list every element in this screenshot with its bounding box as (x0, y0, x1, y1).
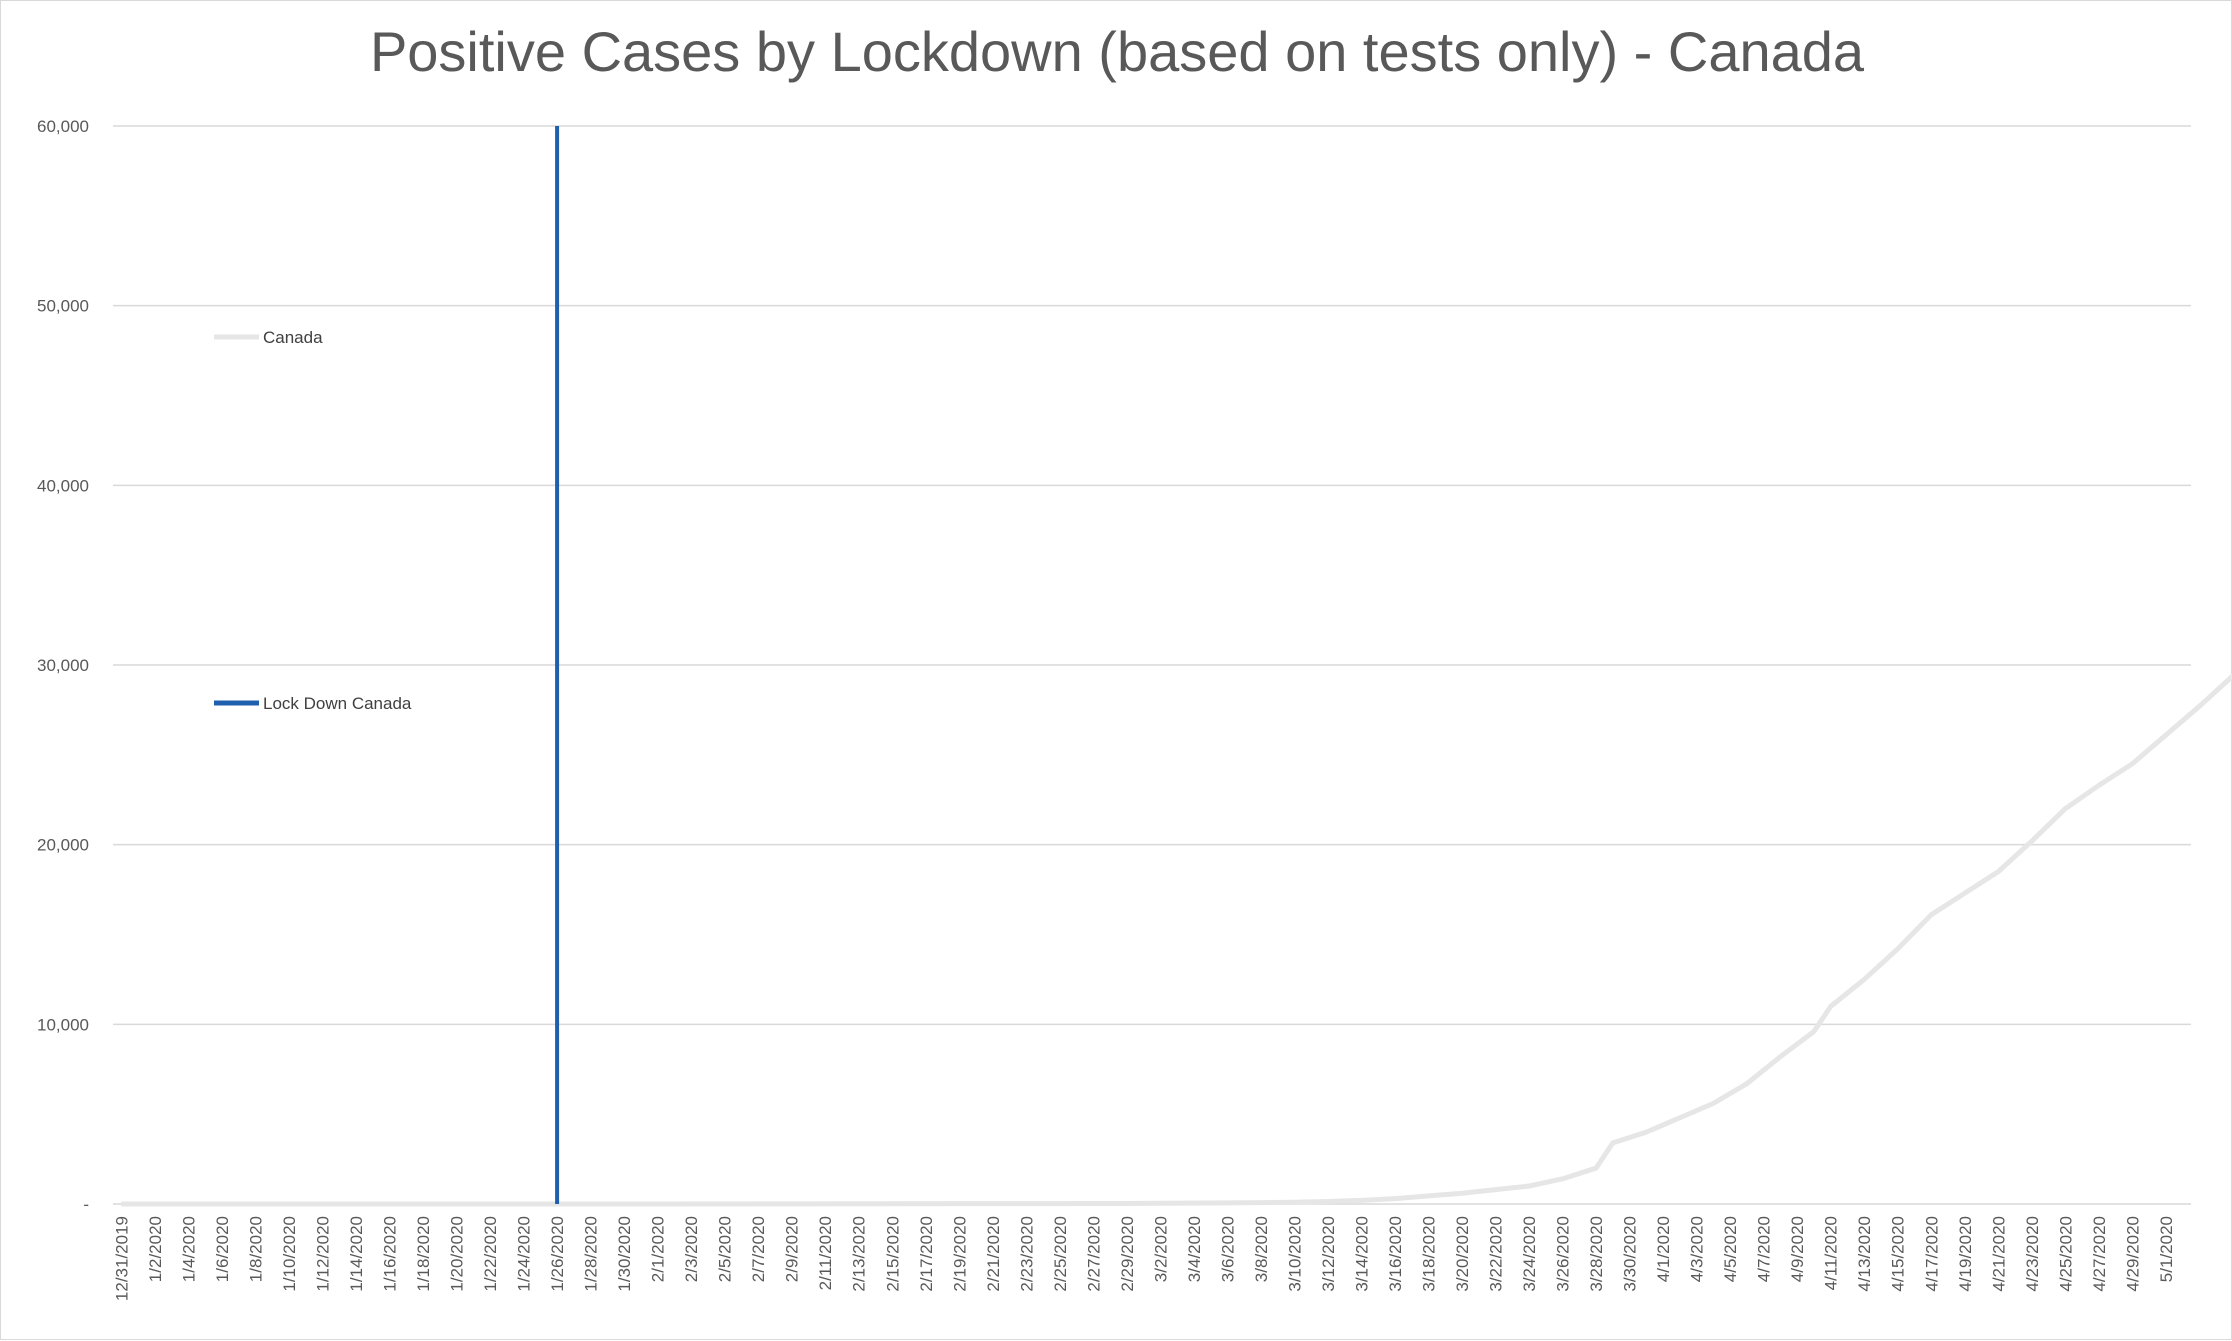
x-tick-label: 1/14/2020 (347, 1216, 366, 1292)
x-tick-label: 2/13/2020 (850, 1216, 869, 1292)
x-tick-label: 3/26/2020 (1554, 1216, 1573, 1292)
x-tick-label: 1/10/2020 (280, 1216, 299, 1292)
x-tick-label: 1/12/2020 (313, 1216, 332, 1292)
x-tick-label: 1/20/2020 (448, 1216, 467, 1292)
x-tick-label: 4/1/2020 (1654, 1216, 1673, 1282)
x-tick-label: 4/11/2020 (1822, 1216, 1841, 1290)
x-tick-label: 3/12/2020 (1319, 1216, 1338, 1292)
chart-title: Positive Cases by Lockdown (based on tes… (369, 20, 1865, 83)
y-tick-label: 60,000 (37, 117, 89, 136)
x-tick-label: 2/5/2020 (716, 1216, 735, 1282)
x-tick-label: 4/7/2020 (1755, 1216, 1774, 1282)
x-tick-label: 1/28/2020 (582, 1216, 601, 1292)
x-tick-label: 4/17/2020 (1922, 1216, 1941, 1292)
x-tick-label: 1/22/2020 (481, 1216, 500, 1292)
legend-label: Lock Down Canada (263, 694, 412, 713)
x-tick-label: 2/1/2020 (649, 1216, 668, 1282)
y-tick-label: 30,000 (37, 656, 89, 675)
y-tick-label: - (83, 1195, 89, 1214)
x-tick-label: 3/8/2020 (1252, 1216, 1271, 1282)
x-tick-label: 2/29/2020 (1118, 1216, 1137, 1292)
x-tick-label: 3/16/2020 (1386, 1216, 1405, 1292)
x-tick-label: 1/16/2020 (381, 1216, 400, 1292)
x-tick-label: 1/18/2020 (414, 1216, 433, 1292)
x-tick-label: 2/21/2020 (984, 1216, 1003, 1292)
y-tick-label: 20,000 (37, 836, 89, 855)
x-tick-label: 3/24/2020 (1520, 1216, 1539, 1292)
x-tick-label: 2/19/2020 (950, 1216, 969, 1292)
x-tick-label: 2/7/2020 (749, 1216, 768, 1282)
x-tick-label: 3/20/2020 (1453, 1216, 1472, 1292)
x-tick-label: 12/31/2019 (112, 1216, 131, 1301)
x-tick-label: 3/28/2020 (1587, 1216, 1606, 1292)
x-tick-label: 2/25/2020 (1051, 1216, 1070, 1292)
legend-label: Canada (263, 328, 323, 347)
x-tick-label: 5/1/2020 (2157, 1216, 2176, 1282)
y-tick-label: 40,000 (37, 476, 89, 495)
x-tick-label: 2/15/2020 (883, 1216, 902, 1292)
x-tick-label: 3/14/2020 (1352, 1216, 1371, 1292)
x-tick-label: 4/29/2020 (2123, 1216, 2142, 1292)
x-tick-label: 1/4/2020 (179, 1216, 198, 1282)
x-tick-label: 2/17/2020 (917, 1216, 936, 1292)
x-tick-label: 2/9/2020 (783, 1216, 802, 1282)
x-tick-label: 4/5/2020 (1721, 1216, 1740, 1282)
x-tick-label: 4/19/2020 (1956, 1216, 1975, 1292)
x-tick-label: 2/3/2020 (682, 1216, 701, 1282)
x-tick-label: 3/4/2020 (1185, 1216, 1204, 1282)
series-line-canada (121, 672, 2232, 1207)
x-tick-label: 4/3/2020 (1688, 1216, 1707, 1282)
x-tick-label: 1/24/2020 (515, 1216, 534, 1292)
x-tick-label: 2/11/2020 (816, 1216, 835, 1290)
y-tick-label: 10,000 (37, 1015, 89, 1034)
x-tick-label: 2/23/2020 (1017, 1216, 1036, 1292)
x-tick-label: 4/21/2020 (1989, 1216, 2008, 1292)
x-tick-label: 3/30/2020 (1621, 1216, 1640, 1292)
x-tick-label: 3/2/2020 (1151, 1216, 1170, 1282)
x-tick-label: 3/22/2020 (1487, 1216, 1506, 1292)
x-tick-label: 2/27/2020 (1084, 1216, 1103, 1292)
x-tick-label: 3/10/2020 (1285, 1216, 1304, 1292)
x-tick-label: 1/26/2020 (548, 1216, 567, 1292)
x-tick-label: 4/25/2020 (2056, 1216, 2075, 1292)
x-tick-label: 4/13/2020 (1855, 1216, 1874, 1292)
x-tick-label: 3/18/2020 (1420, 1216, 1439, 1292)
y-tick-label: 50,000 (37, 297, 89, 316)
x-tick-label: 1/8/2020 (246, 1216, 265, 1282)
x-tick-label: 1/6/2020 (213, 1216, 232, 1282)
x-tick-label: 4/27/2020 (2090, 1216, 2109, 1292)
x-tick-label: 1/30/2020 (615, 1216, 634, 1292)
x-tick-label: 4/9/2020 (1788, 1216, 1807, 1282)
x-tick-label: 3/6/2020 (1218, 1216, 1237, 1282)
x-tick-label: 1/2/2020 (146, 1216, 165, 1282)
x-tick-label: 4/15/2020 (1889, 1216, 1908, 1292)
x-tick-label: 4/23/2020 (2023, 1216, 2042, 1292)
